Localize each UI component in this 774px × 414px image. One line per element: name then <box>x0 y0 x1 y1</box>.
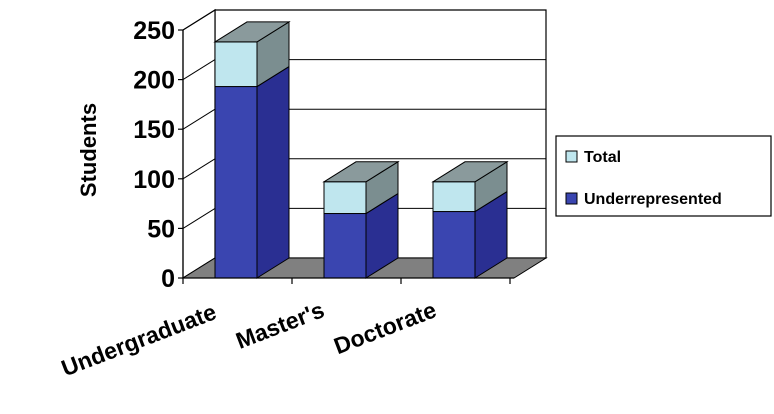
bar-total-1 <box>322 160 400 215</box>
bar-underrepresented-side <box>256 65 290 279</box>
y-tick-label: 50 <box>147 215 175 243</box>
legend-swatch-underrepresented <box>565 192 578 205</box>
y-axis-title: Students <box>76 103 101 197</box>
gridline-side <box>182 59 216 81</box>
gridline-side <box>182 9 216 31</box>
y-tick-label: 150 <box>133 116 175 144</box>
y-ticks: 0 50 100 150 200 250 <box>133 17 183 293</box>
bar-underrepresented-0 <box>214 65 290 279</box>
bar-underrepresented-2 <box>432 190 508 279</box>
gridline-side <box>182 108 216 130</box>
bar-total-2 <box>431 160 509 213</box>
x-tick-label: Master's <box>232 296 328 353</box>
y-tick-label: 100 <box>133 166 175 194</box>
y-tick-label: 0 <box>161 265 175 293</box>
bar-underrepresented-front <box>323 213 367 279</box>
legend-label-underrepresented: Underrepresented <box>584 191 722 208</box>
x-tick-label: Doctorate <box>330 296 440 359</box>
bar-total-top <box>431 161 509 183</box>
bar-total-top <box>213 21 291 43</box>
gridline-side <box>182 207 216 229</box>
bar-underrepresented-1 <box>323 192 399 279</box>
legend: Total Underrepresented <box>555 135 772 217</box>
bar-total-front <box>323 181 367 215</box>
y-tick-label: 250 <box>133 17 175 45</box>
bars <box>213 21 509 279</box>
bar-underrepresented-front <box>214 86 258 279</box>
x-ticks: Undergraduate Master's Doctorate <box>58 277 514 381</box>
bar-total-front <box>432 181 476 213</box>
x-tick-label: Undergraduate <box>58 298 220 381</box>
gridline-side <box>182 158 216 180</box>
bar-total-front <box>214 41 258 88</box>
legend-swatch-total <box>565 150 578 163</box>
y-tick-label: 200 <box>133 67 175 95</box>
bar-total-top <box>322 161 400 183</box>
legend-label-total: Total <box>584 149 621 166</box>
legend-box <box>555 135 772 217</box>
side-wall <box>182 8 216 280</box>
bar-total-0 <box>213 21 291 88</box>
bar-underrepresented-front <box>432 211 476 279</box>
